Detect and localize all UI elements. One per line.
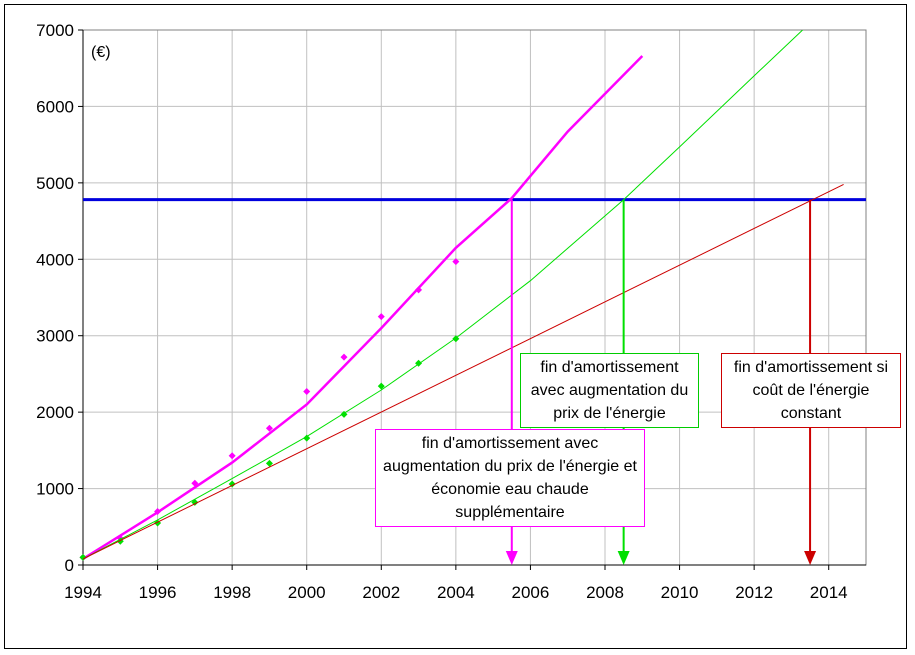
annotation-green: fin d'amortissement avec augmentation du… <box>520 353 699 428</box>
annotation-1-arrow-head <box>617 551 630 565</box>
series-1-point <box>377 382 385 390</box>
y-tick-label: 7000 <box>36 21 74 40</box>
y-tick-label: 2000 <box>36 403 74 422</box>
series-0-point <box>452 258 460 266</box>
series-0-point <box>228 452 236 460</box>
series-2-trend-line <box>83 183 844 560</box>
chart-frame <box>4 4 907 649</box>
y-tick-label: 0 <box>65 556 74 575</box>
annotation-magenta: fin d'amortissement avec augmentation du… <box>375 429 645 527</box>
y-tick-label: 6000 <box>36 97 74 116</box>
series-0-point <box>340 353 348 361</box>
annotation-2-arrow-head <box>804 551 817 565</box>
series-0-trend-line <box>83 55 644 560</box>
series-1-point <box>228 480 236 488</box>
y-tick-label: 4000 <box>36 250 74 269</box>
series-1-point <box>340 410 348 418</box>
series-0-point <box>191 479 199 487</box>
x-tick-label: 2008 <box>586 583 624 602</box>
x-tick-label: 2002 <box>362 583 400 602</box>
annotation-red: fin d'amortissement si coût de l'énergie… <box>721 353 901 428</box>
series-1-point <box>265 459 273 467</box>
y-tick-label: 1000 <box>36 480 74 499</box>
x-tick-label: 1994 <box>64 583 102 602</box>
series-0-point <box>377 313 385 321</box>
series-1-point <box>452 335 460 343</box>
x-tick-label: 1998 <box>213 583 251 602</box>
x-tick-label: 2014 <box>810 583 848 602</box>
annotation-0-arrow-head <box>505 551 518 565</box>
x-tick-label: 1996 <box>139 583 177 602</box>
series-0-point <box>303 388 311 396</box>
x-tick-label: 2010 <box>661 583 699 602</box>
x-tick-label: 2004 <box>437 583 475 602</box>
y-tick-label: 3000 <box>36 327 74 346</box>
series-0-point <box>265 424 273 432</box>
x-tick-label: 2006 <box>512 583 550 602</box>
unit-label: (€) <box>91 44 111 61</box>
x-tick-label: 2000 <box>288 583 326 602</box>
x-tick-label: 2012 <box>735 583 773 602</box>
series-1-point <box>79 553 87 561</box>
y-tick-label: 5000 <box>36 174 74 193</box>
series-1-point <box>191 498 199 506</box>
series-1-point <box>303 434 311 442</box>
series-0-point <box>154 508 162 515</box>
series-0-point <box>415 286 423 294</box>
series-1-point <box>415 359 423 367</box>
